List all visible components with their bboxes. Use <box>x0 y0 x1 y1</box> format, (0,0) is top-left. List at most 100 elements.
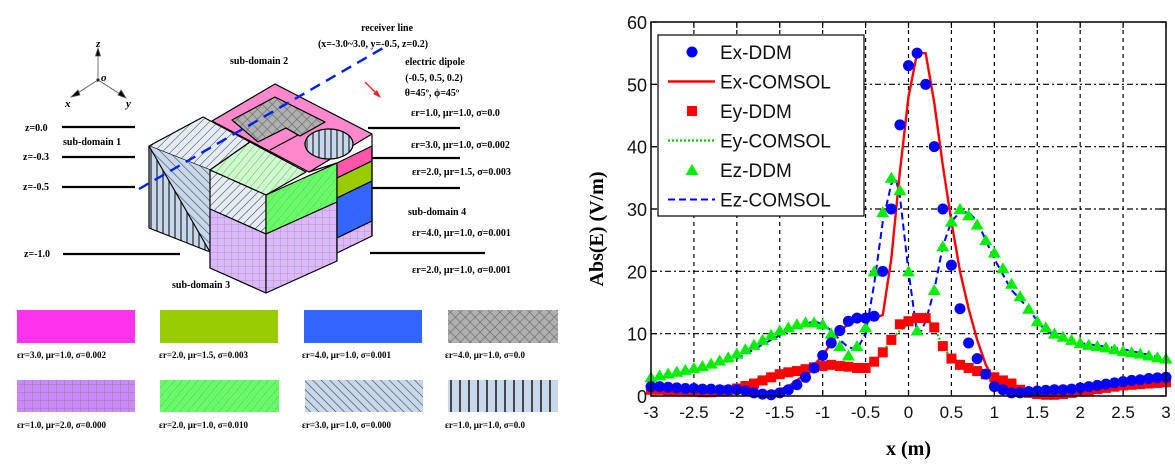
data-point <box>1150 351 1164 363</box>
legend-symbol-ex-ddm <box>686 46 698 58</box>
data-point <box>1065 333 1079 345</box>
data-point <box>791 366 802 377</box>
data-point <box>697 383 708 395</box>
x-tick-label: 1.5 <box>1025 403 1049 422</box>
data-point <box>808 362 820 374</box>
data-point <box>1073 337 1087 349</box>
data-point <box>800 371 811 383</box>
subdomain-2-label: sub-domain 2 <box>230 56 288 67</box>
data-point <box>757 375 768 386</box>
receiver-line <box>138 46 384 191</box>
data-point <box>860 312 872 324</box>
data-point <box>876 206 890 218</box>
data-point <box>902 265 915 277</box>
legend-label-5: εr=2.0, μr=1.0, σ=0.010 <box>159 420 248 430</box>
data-point <box>1117 376 1129 388</box>
legend-swatch-lime <box>160 310 278 343</box>
data-point <box>1125 346 1139 358</box>
data-point <box>970 218 984 230</box>
data-point <box>1151 372 1163 384</box>
data-point <box>1022 302 1036 314</box>
data-point <box>1048 384 1060 396</box>
data-point <box>791 379 803 391</box>
data-point <box>954 303 966 315</box>
data-point <box>851 312 863 324</box>
data-point <box>781 321 795 333</box>
dipole-title: electric dipole <box>405 57 465 68</box>
data-point <box>979 234 993 246</box>
data-point <box>824 327 838 339</box>
data-point <box>671 382 683 394</box>
x-axis-label: x <box>64 98 71 110</box>
legend-label: Ey-DDM <box>720 102 792 123</box>
data-point <box>773 324 787 336</box>
data-point <box>730 347 744 359</box>
x-tick-label: 0.5 <box>940 403 964 422</box>
x-tick-label: -2.5 <box>679 403 708 422</box>
legend-swatch-crosshatch <box>448 310 558 343</box>
dipole-arrow-icon <box>364 81 381 98</box>
data-point <box>705 383 717 395</box>
data-point <box>946 353 957 364</box>
data-point <box>860 362 871 373</box>
data-point <box>766 372 777 383</box>
z-axis-label: z <box>95 38 101 50</box>
data-point <box>749 378 759 389</box>
data-point <box>834 325 846 337</box>
data-point <box>1066 383 1078 395</box>
x-tick-label: 2.5 <box>1111 403 1135 422</box>
data-point <box>963 337 975 349</box>
dipole-coords: (-0.5, 0.5, 0.2) <box>405 73 463 84</box>
x-tick-label: 1 <box>990 403 999 422</box>
data-point <box>980 368 992 380</box>
legend-label: Ey-COMSOL <box>720 132 831 153</box>
y-tick-label: 30 <box>627 200 647 220</box>
data-point <box>955 359 965 370</box>
data-point <box>912 313 923 324</box>
layer-prop-2: εr=2.0, μr=1.5, σ=0.003 <box>412 167 511 178</box>
y-tick-label: 10 <box>627 325 647 345</box>
depth-label-z0: z=0.0 <box>25 123 48 134</box>
subdomain-1-label: sub-domain 1 <box>63 137 121 148</box>
legend-marker <box>685 164 699 175</box>
data-point <box>911 47 923 59</box>
data-point <box>989 372 1000 383</box>
depth-label-z-0.3: z=-0.3 <box>23 152 49 163</box>
legend-swatch-blue-diagonal <box>305 380 423 412</box>
data-point <box>765 389 777 401</box>
legend-label-0: εr=3.0, μr=1.0, σ=0.002 <box>17 350 106 360</box>
legend-label: Ez-COMSOL <box>720 191 831 212</box>
legend-swatch-vertical <box>448 380 558 412</box>
data-point <box>903 316 914 327</box>
legend-label: Ez-DDM <box>720 161 792 182</box>
data-point <box>1143 373 1155 385</box>
data-point <box>867 265 881 277</box>
layer-prop-3: εr=4.0, μr=1.0, σ=0.001 <box>412 228 511 239</box>
data-point <box>1090 340 1104 352</box>
data-point <box>783 367 794 378</box>
receiver-title: receiver line <box>361 23 414 34</box>
data-point <box>886 334 897 345</box>
data-point <box>927 284 941 296</box>
data-point <box>920 313 931 324</box>
data-point <box>1108 343 1121 355</box>
model-diagram: z o x y z=0.0 z=-0.3 z=-0.5 z=-1.0 <box>17 23 558 430</box>
data-point <box>1083 381 1095 393</box>
y-axis-label: y <box>124 98 131 110</box>
data-point <box>704 357 718 369</box>
material-legend: εr=3.0, μr=1.0, σ=0.002 εr=2.0, μr=1.5, … <box>17 310 558 430</box>
data-point <box>1039 321 1053 333</box>
data-point <box>885 203 897 215</box>
data-point <box>825 337 837 349</box>
y-axis-title: Abs(E) (V/m) <box>586 172 608 287</box>
data-point <box>816 318 830 330</box>
receiver-coords: (x=-3.0~3.0, y=-0.5, z=0.2) <box>318 39 428 50</box>
depth-label-z-1.0: z=-1.0 <box>24 249 50 260</box>
data-point <box>859 321 873 333</box>
data-point <box>944 215 958 227</box>
data-point <box>936 240 950 252</box>
data-point <box>1074 382 1086 394</box>
data-point <box>997 375 1008 386</box>
data-point <box>1099 341 1113 353</box>
field-chart: -3 -2.5 -2 -1.5 -1 -0.5 0 0.5 1 1.5 2 2.5 3010203040… <box>586 13 1173 460</box>
